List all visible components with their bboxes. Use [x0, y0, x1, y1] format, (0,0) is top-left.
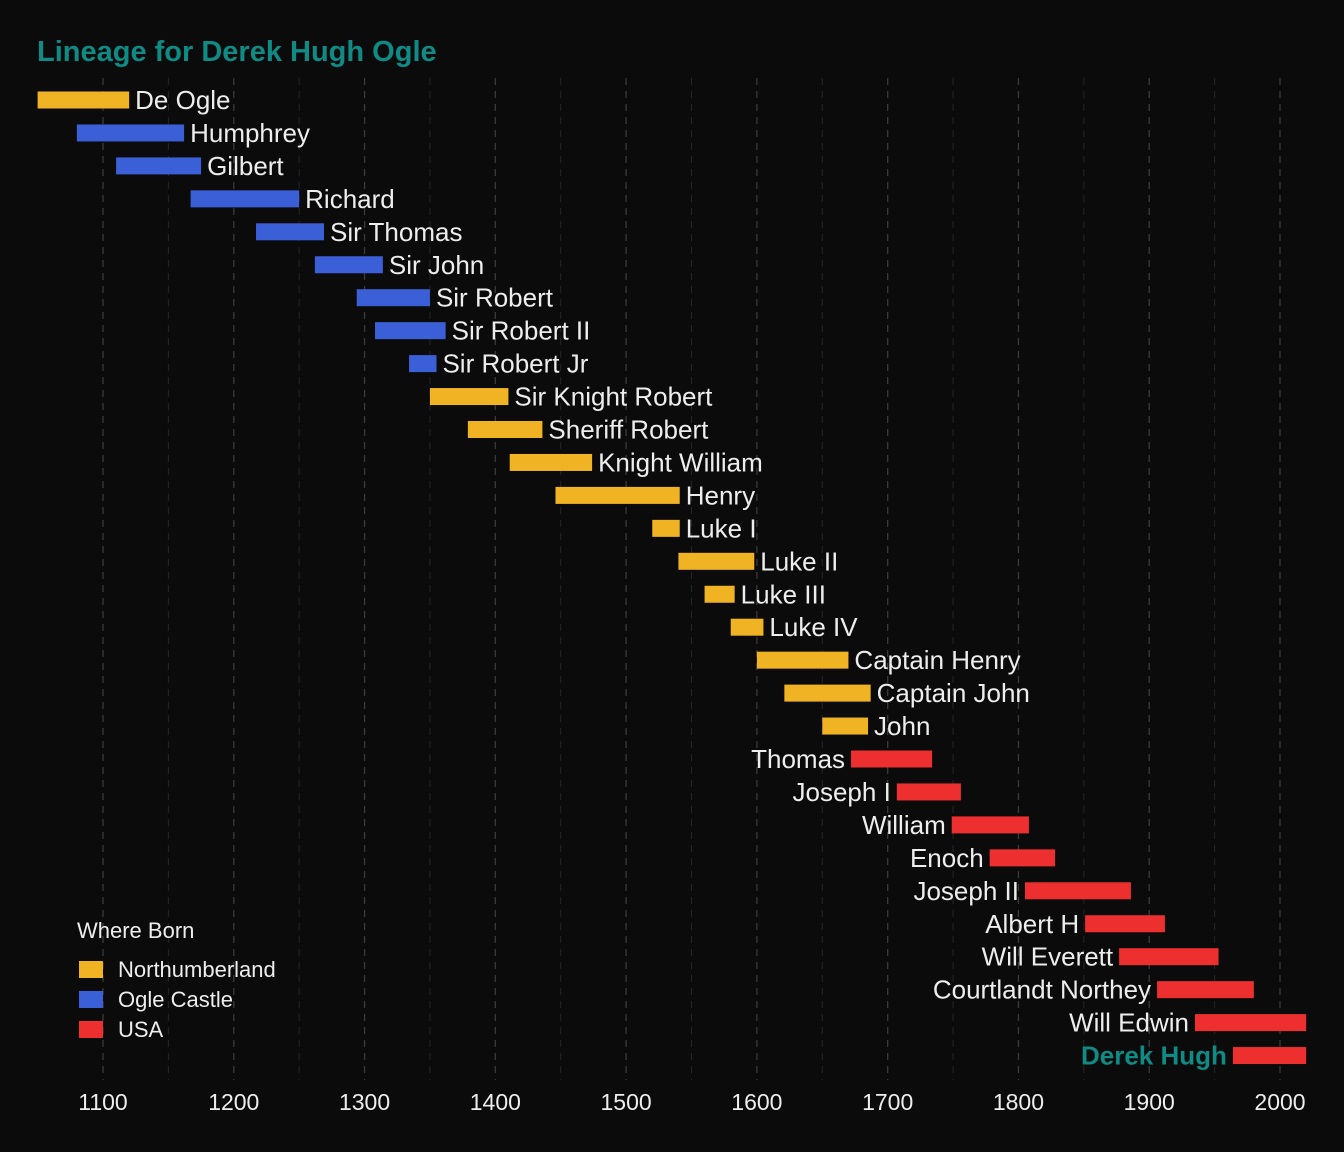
- lifespan-bar: [314, 256, 383, 274]
- lifespan-bar: [356, 289, 430, 307]
- legend-label: USA: [118, 1017, 164, 1042]
- bar-label: William: [862, 810, 946, 840]
- lifespan-bar: [756, 651, 849, 669]
- bar-label: Henry: [686, 480, 755, 510]
- bar-label: Sir Robert II: [452, 316, 591, 346]
- bar-label: Sir Robert: [436, 283, 554, 313]
- lifespan-bar: [822, 717, 869, 735]
- bar-label: Captain John: [877, 678, 1030, 708]
- bar-label: Luke I: [686, 513, 757, 543]
- bar-label: Luke IV: [769, 612, 858, 642]
- bar-label: Sir Knight Robert: [514, 382, 713, 412]
- lifespan-bar: [1194, 1014, 1307, 1032]
- bars-group: [37, 91, 1307, 1065]
- bar-label: Captain Henry: [854, 645, 1020, 675]
- lifespan-bar: [190, 190, 300, 208]
- legend-label: Ogle Castle: [118, 987, 233, 1012]
- lifespan-bar: [1024, 882, 1131, 900]
- lifespan-bar: [851, 750, 933, 768]
- lifespan-bar: [730, 618, 764, 636]
- bar-label: De Ogle: [135, 85, 230, 115]
- x-tick-label: 1600: [731, 1089, 782, 1115]
- lifespan-bar: [256, 223, 325, 241]
- lifespan-bar: [467, 421, 543, 438]
- legend-items: Northumberland Ogle Castle USA: [79, 957, 276, 1042]
- lifespan-bar: [784, 684, 871, 702]
- lifespan-bar: [1232, 1047, 1307, 1065]
- bar-label: Sheriff Robert: [548, 415, 709, 445]
- x-tick-label: 1800: [993, 1089, 1044, 1115]
- x-tick-label: 1900: [1124, 1089, 1175, 1115]
- x-tick-label: 2000: [1254, 1089, 1305, 1115]
- bar-label: John: [874, 711, 930, 741]
- bar-label: Sir Robert Jr: [442, 349, 588, 379]
- bar-label: Will Edwin: [1069, 1008, 1189, 1038]
- x-axis-ticks: 1100 1200 1300 1400 1500 1600 1700 1800 1900 2000: [78, 1089, 1305, 1115]
- bar-label: Humphrey: [190, 118, 310, 148]
- bar-label: Joseph I: [793, 777, 891, 807]
- x-tick-label: 1400: [470, 1089, 521, 1115]
- x-tick-label: 1100: [78, 1089, 127, 1115]
- bar-label: Derek Hugh: [1081, 1041, 1227, 1071]
- bar-label: Knight William: [598, 447, 763, 477]
- legend-swatch: [79, 961, 103, 978]
- bar-label: Joseph II: [913, 876, 1019, 906]
- lifespan-bar: [555, 486, 680, 504]
- legend-label: Northumberland: [118, 957, 276, 982]
- bar-label: Gilbert: [207, 151, 284, 181]
- lifespan-bar: [896, 783, 961, 801]
- bar-label: Enoch: [910, 843, 984, 873]
- bar-label: Thomas: [751, 744, 845, 774]
- lifespan-bar: [509, 453, 593, 471]
- lifespan-bar: [989, 849, 1056, 867]
- bar-label: Luke III: [741, 579, 826, 609]
- legend-title: Where Born: [77, 918, 194, 943]
- lifespan-bar: [678, 552, 755, 570]
- legend-swatch: [79, 991, 103, 1008]
- bar-label: Luke II: [760, 546, 838, 576]
- x-tick-label: 1700: [862, 1089, 913, 1115]
- bar-label: Richard: [305, 184, 395, 214]
- bar-label: Sir John: [389, 250, 484, 280]
- lifespan-bar: [1085, 915, 1165, 933]
- x-tick-label: 1200: [208, 1089, 259, 1115]
- x-tick-label: 1500: [601, 1089, 652, 1115]
- lifespan-bar: [409, 355, 437, 373]
- lifespan-bar: [375, 322, 446, 340]
- lifespan-bar: [116, 157, 202, 175]
- bar-label: Sir Thomas: [330, 217, 462, 247]
- bar-label: Albert H: [985, 909, 1079, 939]
- lifespan-bar: [652, 519, 680, 537]
- legend: Where Born Northumberland Ogle Castle USA: [77, 918, 276, 1042]
- grid-lines: [102, 78, 1281, 1080]
- chart-title: Lineage for Derek Hugh Ogle: [37, 36, 437, 68]
- lifespan-bar: [429, 388, 509, 406]
- bar-label: Will Everett: [982, 942, 1114, 972]
- x-tick-label: 1300: [339, 1089, 390, 1115]
- legend-swatch: [79, 1021, 103, 1038]
- lifespan-bar: [76, 124, 185, 142]
- bar-label: Courtlandt Northey: [933, 975, 1151, 1005]
- lifespan-bar: [951, 816, 1029, 834]
- lifespan-bar: [704, 585, 735, 603]
- lifespan-bar: [1157, 981, 1254, 999]
- lifespan-bar: [1119, 948, 1219, 966]
- lifespan-bar: [37, 91, 130, 109]
